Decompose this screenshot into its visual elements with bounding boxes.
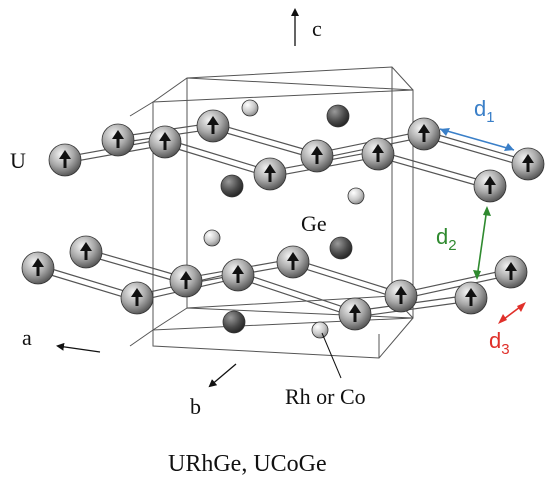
atom-rh-co-label: Rh or Co xyxy=(285,384,366,409)
atoms-layer xyxy=(21,99,545,339)
d2-arrow xyxy=(473,206,491,280)
u-u-bond xyxy=(293,258,403,294)
u-u-bond xyxy=(400,268,511,294)
u-u-bond xyxy=(212,128,317,160)
axis-c-label: c xyxy=(312,16,322,41)
u-u-bond xyxy=(213,122,318,154)
d3-label: d3 xyxy=(489,328,510,358)
distance-arrows xyxy=(439,128,526,324)
u-atom-icon xyxy=(101,123,135,157)
u-atom-icon xyxy=(454,281,488,315)
u-u-bond xyxy=(38,264,139,296)
a-axis-arrow xyxy=(56,342,101,353)
u-atom-icon xyxy=(384,279,418,313)
ge-atom xyxy=(220,174,244,198)
u-u-bond xyxy=(424,130,529,162)
u-u-bond xyxy=(36,270,137,302)
u-atom-icon xyxy=(196,109,230,143)
caption: URhGe, UCoGe xyxy=(168,451,327,477)
u-u-bond xyxy=(165,138,272,172)
u-atom-icon xyxy=(407,117,441,151)
axis-a-label: a xyxy=(22,325,32,350)
u-atom-icon xyxy=(169,264,203,298)
u-atom-icon xyxy=(473,169,507,203)
unit-cell xyxy=(129,66,414,359)
u-u-bond xyxy=(401,274,512,300)
axis-arrows xyxy=(56,8,299,388)
u-atom-icon xyxy=(494,255,528,289)
d1-arrow xyxy=(439,128,515,151)
u-u-bond xyxy=(378,150,491,184)
rh-co-atom xyxy=(203,229,221,247)
rh-co-atom xyxy=(347,187,365,205)
d2-label: d2 xyxy=(436,224,457,254)
u-u-bond xyxy=(84,254,186,285)
d3-arrow xyxy=(498,302,526,324)
u-atom-icon xyxy=(253,157,287,191)
rh-co-atom xyxy=(311,321,329,339)
u-u-bond xyxy=(291,264,401,300)
ge-atom xyxy=(222,310,246,334)
rh-co-atom xyxy=(241,99,259,117)
atom-ge-label: Ge xyxy=(301,211,327,236)
ge-atom xyxy=(326,104,350,128)
u-atom-icon xyxy=(221,258,255,292)
u-u-bond xyxy=(355,300,472,318)
rh-co-leader-line xyxy=(321,332,342,379)
u-u-bond xyxy=(377,156,490,190)
u-u-bond xyxy=(163,144,270,178)
u-atom-icon xyxy=(276,245,310,279)
u-atom-icon xyxy=(338,297,372,331)
u-u-bond xyxy=(238,271,357,312)
u-atom-icon xyxy=(361,137,395,171)
u-atom-icon xyxy=(21,251,55,285)
u-u-bond xyxy=(236,277,355,318)
d1-label: d1 xyxy=(474,96,495,126)
axis-b-label: b xyxy=(190,394,201,419)
u-atom-icon xyxy=(148,125,182,159)
u-atom-icon xyxy=(120,281,154,315)
u-atom-icon xyxy=(300,139,334,173)
u-atom-icon xyxy=(69,235,103,269)
u-atom-icon xyxy=(511,147,545,181)
u-atom-icon xyxy=(48,143,82,177)
b-axis-arrow xyxy=(208,363,237,388)
u-u-bond xyxy=(86,248,188,279)
ge-atom xyxy=(329,236,353,260)
u-u-bond xyxy=(423,136,528,168)
atom-u-label: U xyxy=(10,148,26,173)
